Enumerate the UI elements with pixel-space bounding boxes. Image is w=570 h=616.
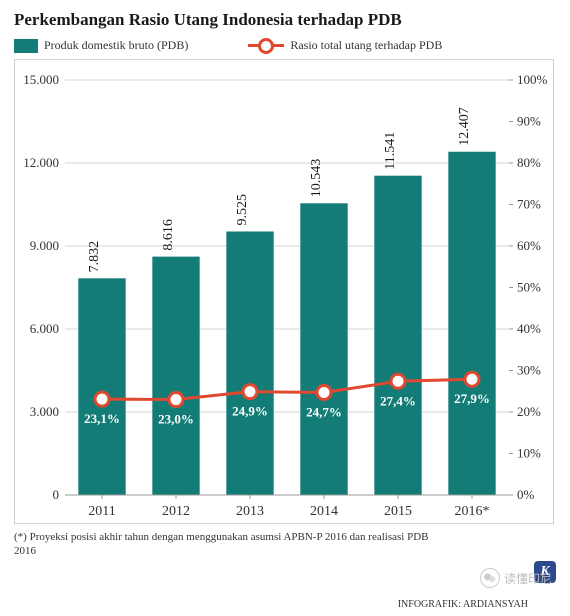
source-credit: INFOGRAFIK: ARDIANSYAH [398, 599, 528, 610]
svg-text:2012: 2012 [162, 504, 190, 519]
svg-text:27,4%: 27,4% [380, 393, 416, 408]
svg-text:90%: 90% [517, 114, 541, 129]
svg-text:10.543: 10.543 [309, 159, 324, 198]
legend-line-label: Rasio total utang terhadap PDB [290, 38, 442, 53]
svg-text:6.000: 6.000 [30, 321, 59, 336]
chart-area: 0 3.000 6.000 9.000 12.000 15.000 0% 10% 20% 30% 4… [14, 59, 554, 524]
svg-text:9.525: 9.525 [235, 194, 250, 226]
bar-swatch-icon [14, 39, 38, 53]
svg-text:12.407: 12.407 [457, 107, 472, 146]
svg-text:80%: 80% [517, 155, 541, 170]
svg-text:20%: 20% [517, 404, 541, 419]
svg-text:2016*: 2016* [455, 504, 490, 519]
infographic-container: Perkembangan Rasio Utang Indonesia terha… [0, 0, 570, 616]
svg-text:30%: 30% [517, 363, 541, 378]
svg-text:0: 0 [53, 487, 60, 502]
svg-text:100%: 100% [517, 72, 548, 87]
svg-text:2014: 2014 [310, 504, 338, 519]
legend-item-bar: Produk domestik bruto (PDB) [14, 38, 188, 53]
legend-bar-label: Produk domestik bruto (PDB) [44, 38, 188, 53]
source-row: K [14, 561, 556, 583]
svg-text:23,0%: 23,0% [158, 412, 194, 427]
svg-text:8.616: 8.616 [161, 219, 176, 251]
svg-text:12.000: 12.000 [23, 155, 59, 170]
svg-text:27,9%: 27,9% [454, 391, 490, 406]
svg-text:7.832: 7.832 [87, 241, 102, 273]
svg-text:10%: 10% [517, 446, 541, 461]
line-swatch-icon [248, 44, 284, 47]
svg-text:15.000: 15.000 [23, 72, 59, 87]
svg-text:0%: 0% [517, 487, 535, 502]
svg-text:70%: 70% [517, 197, 541, 212]
watermark-text: 读懂印尼 [504, 570, 552, 587]
chart-svg: 0 3.000 6.000 9.000 12.000 15.000 0% 10% 20% 30% 4… [15, 70, 553, 523]
watermark: 读懂印尼 [480, 568, 552, 588]
legend-item-line: Rasio total utang terhadap PDB [248, 38, 442, 53]
svg-text:2011: 2011 [88, 504, 115, 519]
svg-text:11.541: 11.541 [383, 132, 398, 170]
svg-text:2013: 2013 [236, 504, 264, 519]
legend: Produk domestik bruto (PDB) Rasio total … [14, 38, 556, 53]
wechat-icon [480, 568, 500, 588]
svg-text:50%: 50% [517, 280, 541, 295]
chart-title: Perkembangan Rasio Utang Indonesia terha… [14, 10, 556, 30]
svg-text:2015: 2015 [384, 504, 412, 519]
footnote: (*) Proyeksi posisi akhir tahun dengan m… [14, 530, 434, 559]
svg-text:40%: 40% [517, 321, 541, 336]
svg-text:60%: 60% [517, 238, 541, 253]
svg-text:23,1%: 23,1% [84, 411, 120, 426]
svg-text:9.000: 9.000 [30, 238, 59, 253]
svg-text:24,9%: 24,9% [232, 404, 268, 419]
svg-text:3.000: 3.000 [30, 404, 59, 419]
svg-text:24,7%: 24,7% [306, 404, 342, 419]
